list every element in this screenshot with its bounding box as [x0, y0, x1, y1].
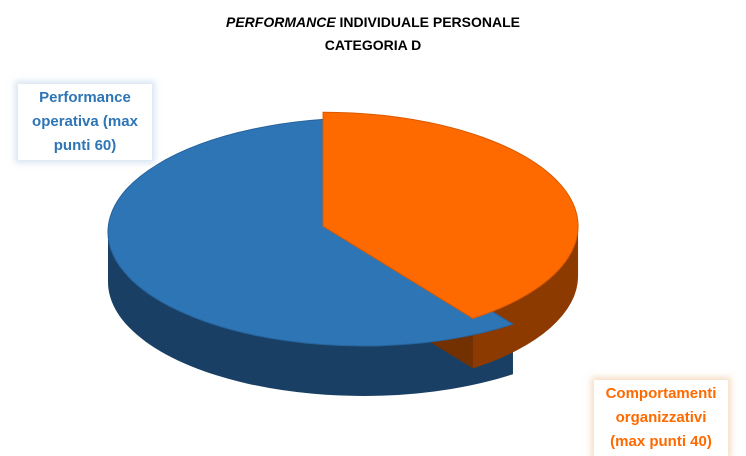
pie: [107, 111, 579, 397]
slice-label: Comportamenti organizzativi (max punti 4…: [594, 380, 728, 456]
chart-subtitle: CATEGORIA D: [325, 37, 421, 53]
slice-label: Performance operativa (max punti 60): [18, 84, 152, 160]
slice: [107, 117, 515, 347]
chart-title: PERFORMANCE INDIVIDUALE PERSONALE: [226, 14, 520, 30]
slice-side: [472, 226, 579, 369]
slice-side: [108, 232, 513, 397]
slice: [322, 111, 579, 319]
